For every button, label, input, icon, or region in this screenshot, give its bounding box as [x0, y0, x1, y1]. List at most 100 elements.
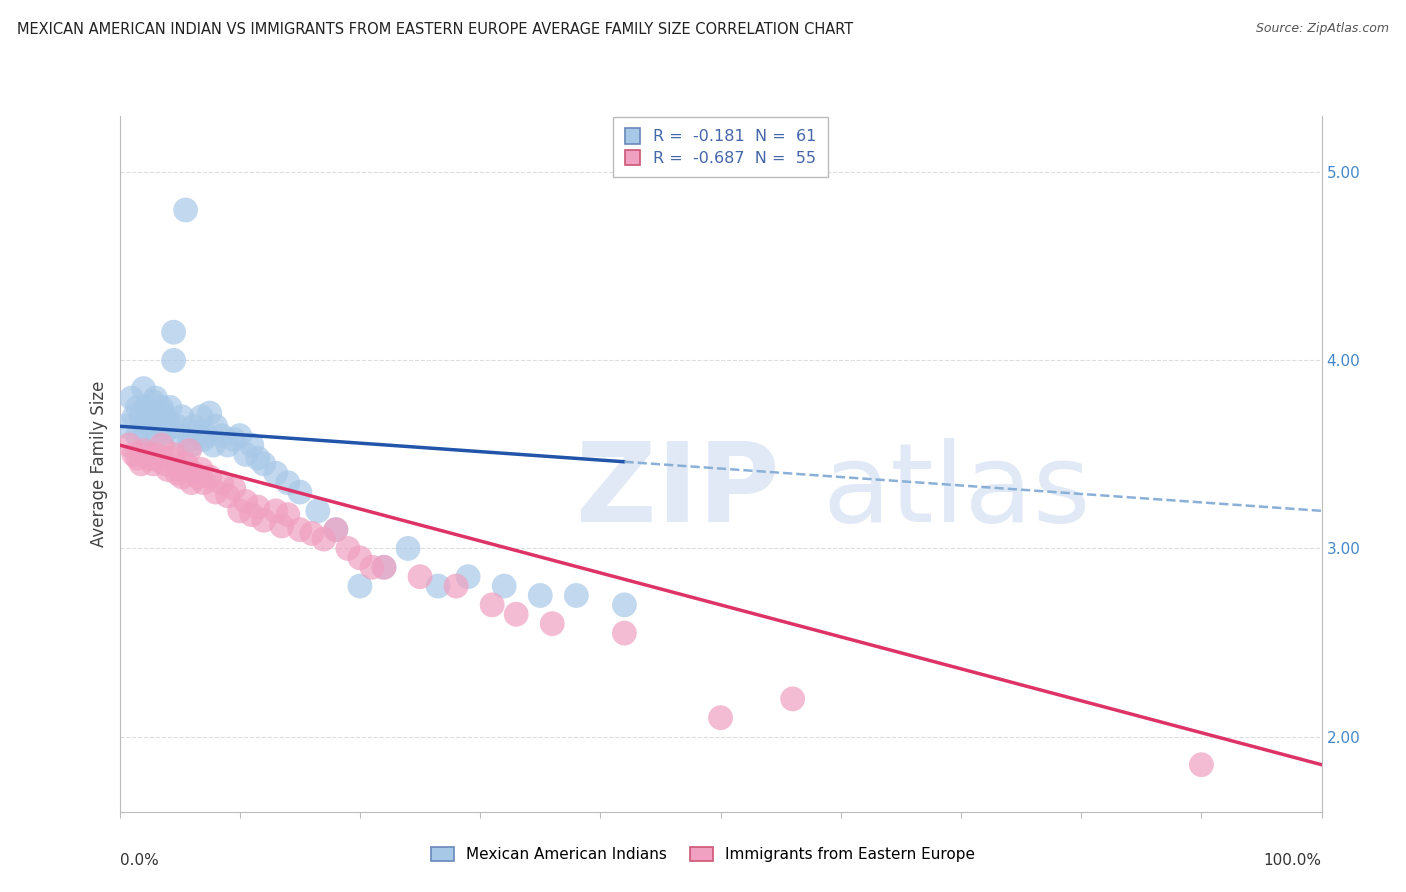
Point: [277, 508, 299, 522]
Point: [198, 470, 221, 484]
Point: [211, 428, 233, 442]
Point: [228, 428, 252, 442]
Point: [142, 394, 165, 409]
Point: [170, 409, 193, 424]
Point: [180, 438, 202, 452]
Y-axis label: Average Family Size: Average Family Size: [90, 381, 108, 547]
Point: [709, 711, 731, 725]
Point: [427, 579, 450, 593]
Point: [148, 419, 170, 434]
Point: [240, 508, 263, 522]
Point: [494, 579, 516, 593]
Point: [204, 485, 226, 500]
Point: [288, 485, 311, 500]
Point: [301, 526, 323, 541]
Point: [122, 409, 145, 424]
Point: [132, 382, 155, 396]
Point: [361, 560, 384, 574]
Point: [152, 406, 174, 420]
Point: [156, 414, 179, 428]
Point: [444, 579, 467, 593]
Legend: R =  -0.181  N =  61, R =  -0.687  N =  55: R = -0.181 N = 61, R = -0.687 N = 55: [613, 117, 828, 178]
Text: 0.0%: 0.0%: [120, 854, 159, 869]
Point: [246, 500, 269, 514]
Point: [277, 475, 299, 490]
Point: [170, 470, 193, 484]
Point: [121, 391, 143, 405]
Point: [325, 523, 347, 537]
Point: [146, 428, 169, 442]
Point: [179, 443, 201, 458]
Point: [217, 489, 239, 503]
Point: [169, 428, 191, 442]
Point: [211, 475, 233, 490]
Point: [183, 419, 205, 434]
Point: [180, 475, 202, 490]
Point: [193, 433, 215, 447]
Point: [222, 481, 245, 495]
Point: [195, 428, 218, 442]
Point: [187, 425, 209, 439]
Text: ZIP: ZIP: [576, 438, 780, 545]
Point: [118, 438, 141, 452]
Point: [150, 414, 173, 428]
Point: [396, 541, 419, 556]
Text: MEXICAN AMERICAN INDIAN VS IMMIGRANTS FROM EASTERN EUROPE AVERAGE FAMILY SIZE CO: MEXICAN AMERICAN INDIAN VS IMMIGRANTS FR…: [17, 22, 853, 37]
Point: [166, 419, 188, 434]
Point: [264, 467, 287, 481]
Point: [613, 598, 636, 612]
Point: [166, 467, 188, 481]
Point: [264, 504, 287, 518]
Point: [190, 462, 212, 476]
Point: [349, 550, 371, 565]
Point: [138, 414, 160, 428]
Point: [150, 438, 173, 452]
Point: [156, 462, 179, 476]
Point: [312, 532, 335, 546]
Text: atlas: atlas: [823, 438, 1091, 545]
Point: [457, 569, 479, 583]
Point: [145, 391, 167, 405]
Point: [235, 494, 257, 508]
Point: [307, 504, 329, 518]
Point: [135, 447, 157, 461]
Point: [204, 419, 226, 434]
Point: [127, 401, 149, 415]
Point: [505, 607, 527, 622]
Point: [159, 401, 181, 415]
Point: [169, 462, 191, 476]
Point: [325, 523, 347, 537]
Point: [373, 560, 395, 574]
Point: [159, 451, 181, 466]
Point: [162, 353, 184, 368]
Point: [270, 519, 292, 533]
Point: [288, 523, 311, 537]
Point: [142, 457, 165, 471]
Legend: Mexican American Indians, Immigrants from Eastern Europe: Mexican American Indians, Immigrants fro…: [425, 840, 981, 868]
Point: [228, 504, 252, 518]
Point: [246, 451, 269, 466]
Point: [613, 626, 636, 640]
Point: [174, 457, 197, 471]
Point: [336, 541, 359, 556]
Point: [153, 425, 176, 439]
Point: [132, 443, 155, 458]
Point: [162, 447, 184, 461]
Point: [153, 457, 176, 471]
Point: [138, 451, 160, 466]
Point: [222, 433, 245, 447]
Point: [782, 692, 804, 706]
Point: [409, 569, 432, 583]
Text: 100.0%: 100.0%: [1264, 854, 1322, 869]
Point: [150, 401, 173, 415]
Point: [253, 513, 276, 527]
Point: [202, 438, 225, 452]
Point: [190, 409, 212, 424]
Point: [1189, 757, 1212, 772]
Point: [146, 453, 169, 467]
Point: [145, 447, 167, 461]
Point: [129, 409, 152, 424]
Point: [183, 467, 205, 481]
Point: [127, 451, 149, 466]
Point: [127, 428, 149, 442]
